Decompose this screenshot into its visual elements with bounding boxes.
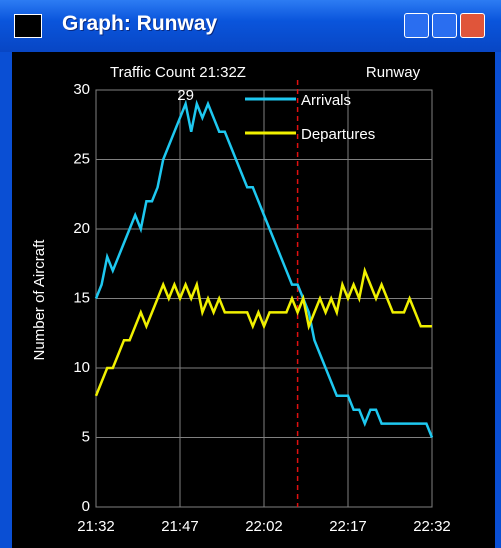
annotation: 29	[177, 87, 194, 104]
legend-label: Departures	[301, 126, 375, 143]
x-tick-label: 21:32	[77, 518, 115, 535]
data-line	[94, 266, 432, 397]
minimize-button[interactable]	[404, 13, 429, 38]
x-tick-label: 22:17	[329, 518, 367, 535]
title-bar: Graph: Runway	[0, 0, 501, 52]
y-tick-label: 20	[73, 220, 90, 237]
x-tick-label: 22:02	[245, 518, 283, 535]
chart-title: Traffic Count 21:32Z	[110, 64, 246, 81]
window-icon	[14, 14, 42, 38]
y-tick-label: 0	[82, 498, 90, 515]
chart-background	[12, 52, 495, 548]
window-title: Graph: Runway	[62, 12, 218, 35]
x-tick-label: 21:47	[161, 518, 199, 535]
data-line	[94, 99, 434, 438]
close-button[interactable]	[460, 13, 485, 38]
chart-subtitle: Runway	[366, 64, 421, 81]
y-tick-label: 5	[82, 428, 90, 445]
y-axis-label: Number of Aircraft	[31, 239, 48, 361]
legend-label: Arrivals	[301, 92, 351, 109]
maximize-button[interactable]	[432, 13, 457, 38]
y-tick-label: 15	[73, 289, 90, 306]
y-tick-label: 25	[73, 150, 90, 167]
x-tick-label: 22:32	[413, 518, 451, 535]
y-tick-label: 10	[73, 359, 90, 376]
y-tick-label: 30	[73, 81, 90, 98]
